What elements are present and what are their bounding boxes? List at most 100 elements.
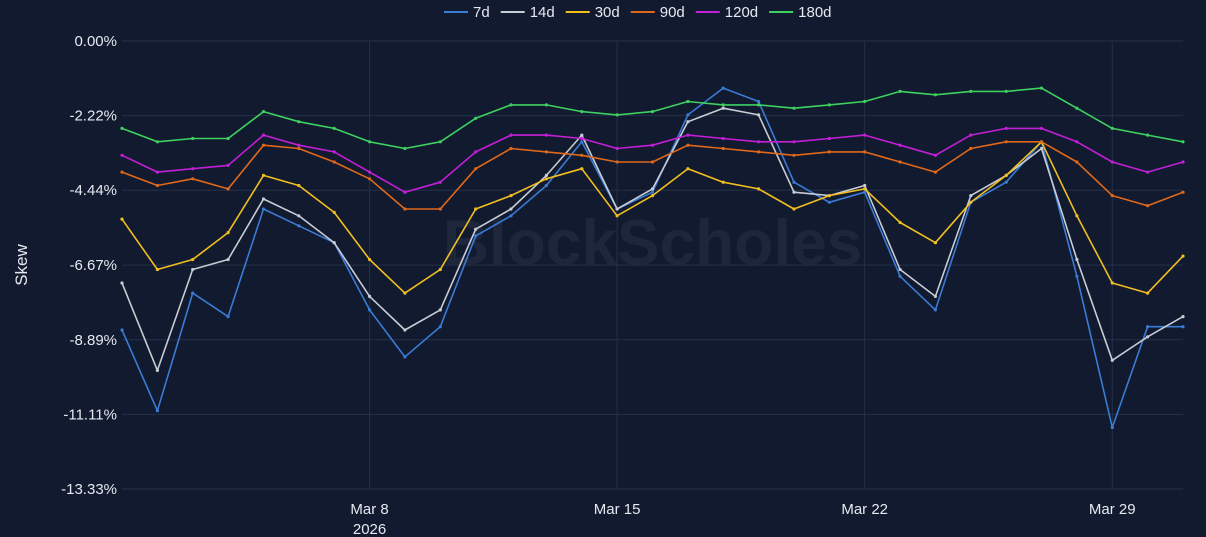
watermark: BlockScholes bbox=[443, 207, 863, 279]
data-point-14d bbox=[226, 257, 230, 262]
data-point-7d bbox=[1146, 325, 1150, 329]
data-point-30d bbox=[474, 207, 478, 211]
data-point-14d bbox=[757, 113, 761, 117]
data-point-30d bbox=[827, 194, 831, 198]
data-point-120d bbox=[332, 150, 336, 154]
data-point-180d bbox=[898, 89, 902, 93]
data-point-30d bbox=[332, 210, 336, 214]
data-point-90d bbox=[1004, 140, 1008, 144]
data-point-120d bbox=[297, 143, 301, 147]
legend-item-7d[interactable]: 7d bbox=[444, 4, 490, 21]
data-point-120d bbox=[1181, 160, 1185, 164]
data-point-30d bbox=[615, 214, 619, 218]
data-point-180d bbox=[155, 140, 159, 144]
grid-lines bbox=[122, 40, 1183, 490]
data-point-90d bbox=[509, 146, 513, 151]
legend[interactable]: 7d 14d 30d 90d 120d 180d bbox=[444, 4, 832, 21]
data-point-14d bbox=[792, 190, 796, 194]
data-point-180d bbox=[261, 110, 266, 114]
data-point-180d bbox=[332, 126, 336, 130]
x-tick-label: Mar 15 bbox=[594, 501, 641, 518]
data-point-7d bbox=[297, 224, 301, 228]
legend-item-30d[interactable]: 30d bbox=[565, 4, 620, 21]
data-point-180d bbox=[1075, 106, 1079, 110]
data-point-90d bbox=[580, 153, 584, 157]
data-point-90d bbox=[120, 170, 124, 174]
legend-label: 120d bbox=[725, 4, 758, 21]
data-point-120d bbox=[969, 133, 973, 137]
legend-item-14d[interactable]: 14d bbox=[500, 4, 555, 21]
data-point-90d bbox=[792, 153, 796, 157]
data-point-7d bbox=[120, 328, 124, 332]
data-point-180d bbox=[438, 140, 442, 144]
legend-item-180d[interactable]: 180d bbox=[769, 4, 832, 21]
data-point-7d bbox=[1004, 180, 1008, 184]
data-point-14d bbox=[191, 267, 195, 272]
data-point-180d bbox=[120, 126, 124, 130]
data-point-7d bbox=[650, 190, 655, 194]
data-point-120d bbox=[191, 167, 195, 171]
data-point-30d bbox=[721, 180, 725, 184]
data-point-120d bbox=[1004, 126, 1008, 130]
data-point-120d bbox=[544, 133, 549, 137]
data-point-90d bbox=[615, 160, 619, 164]
legend-item-120d[interactable]: 120d bbox=[695, 4, 758, 21]
data-point-14d bbox=[120, 281, 124, 285]
data-point-120d bbox=[615, 146, 619, 151]
x-tick-label: Mar 22 bbox=[841, 501, 888, 518]
x-tick-year-label: 2026 bbox=[353, 521, 386, 537]
data-point-120d bbox=[933, 153, 938, 157]
data-point-7d bbox=[792, 180, 796, 184]
data-point-7d bbox=[1110, 425, 1114, 430]
data-point-180d bbox=[1146, 133, 1150, 137]
data-point-120d bbox=[898, 143, 902, 147]
data-point-90d bbox=[297, 146, 301, 151]
data-point-14d bbox=[1039, 146, 1044, 151]
data-point-14d bbox=[332, 241, 336, 245]
series-120d bbox=[120, 126, 1185, 194]
data-point-30d bbox=[933, 241, 938, 245]
data-point-180d bbox=[792, 106, 796, 110]
data-point-180d bbox=[615, 113, 619, 117]
legend-label: 90d bbox=[660, 4, 685, 21]
data-point-120d bbox=[650, 143, 655, 147]
data-point-90d bbox=[863, 150, 867, 154]
y-tick-label: -13.33% bbox=[61, 481, 117, 498]
data-point-30d bbox=[509, 194, 513, 198]
data-point-90d bbox=[544, 150, 549, 154]
data-point-7d bbox=[1075, 274, 1079, 278]
data-point-180d bbox=[827, 103, 831, 107]
y-tick-label: -6.67% bbox=[69, 257, 117, 274]
series-30d bbox=[120, 140, 1185, 295]
data-point-14d bbox=[403, 328, 407, 332]
data-point-14d bbox=[1146, 335, 1150, 339]
legend-item-90d[interactable]: 90d bbox=[630, 4, 685, 21]
data-point-30d bbox=[580, 167, 584, 171]
y-tick-label: -11.11% bbox=[63, 406, 117, 423]
data-point-14d bbox=[898, 267, 902, 272]
data-point-180d bbox=[368, 140, 372, 144]
data-point-90d bbox=[261, 143, 266, 147]
data-point-120d bbox=[1110, 160, 1114, 164]
data-point-14d bbox=[544, 173, 549, 177]
data-point-90d bbox=[969, 146, 973, 151]
data-point-180d bbox=[509, 103, 513, 107]
data-point-120d bbox=[509, 133, 513, 137]
data-point-90d bbox=[332, 160, 336, 164]
data-point-7d bbox=[1181, 325, 1185, 329]
data-point-120d bbox=[721, 136, 725, 141]
data-point-90d bbox=[226, 187, 230, 191]
y-axis-title: Skew bbox=[12, 243, 31, 285]
data-point-30d bbox=[969, 200, 973, 204]
data-point-90d bbox=[368, 177, 372, 181]
data-point-90d bbox=[898, 160, 902, 164]
data-point-180d bbox=[1181, 140, 1185, 144]
legend-label: 14d bbox=[530, 4, 555, 21]
data-point-180d bbox=[1039, 86, 1044, 90]
data-point-90d bbox=[155, 183, 159, 188]
data-point-7d bbox=[509, 214, 513, 218]
data-point-180d bbox=[686, 99, 690, 104]
data-point-90d bbox=[686, 143, 690, 147]
data-point-7d bbox=[721, 86, 725, 90]
